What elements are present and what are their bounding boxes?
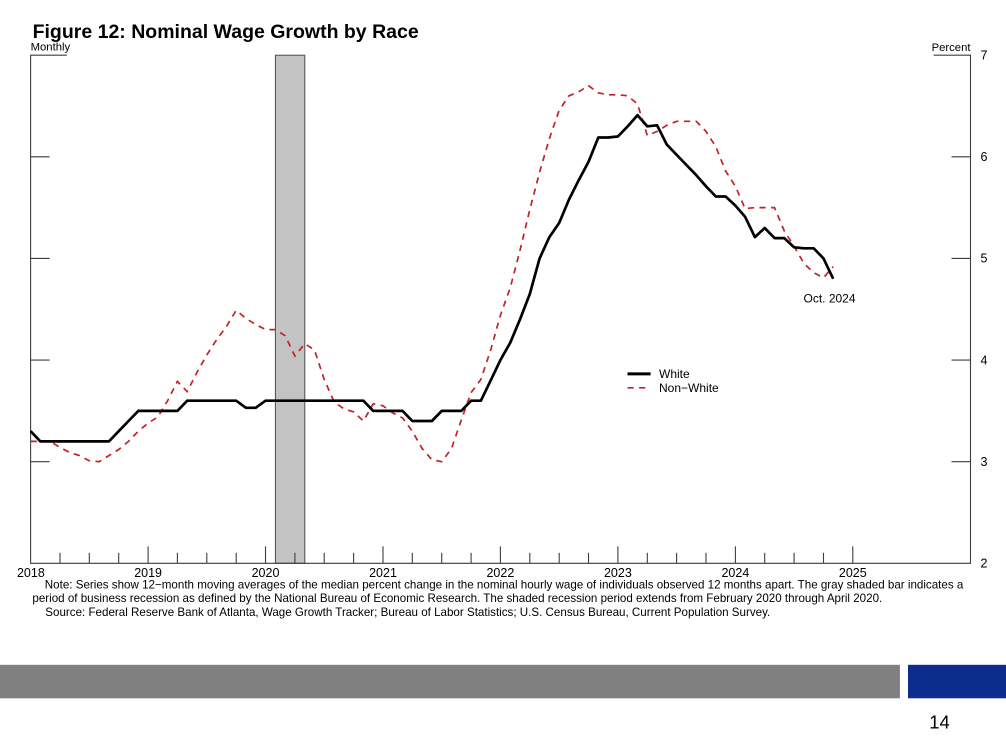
svg-text:2020: 2020 xyxy=(252,566,280,580)
svg-text:2021: 2021 xyxy=(369,566,397,580)
svg-text:2022: 2022 xyxy=(486,566,514,580)
svg-text:2: 2 xyxy=(981,557,988,571)
svg-text:White: White xyxy=(659,367,690,381)
svg-text:Non−White: Non−White xyxy=(659,381,719,395)
svg-text:Source: Federal Reserve Bank o: Source: Federal Reserve Bank of Atlanta,… xyxy=(45,606,770,619)
svg-text:2018: 2018 xyxy=(17,566,45,580)
svg-text:3: 3 xyxy=(981,455,988,469)
svg-text:period of business recession a: period of business recession as defined … xyxy=(32,592,882,605)
svg-text:Note: Series show 12−month mov: Note: Series show 12−month moving averag… xyxy=(45,579,964,592)
svg-text:2024: 2024 xyxy=(721,566,749,580)
svg-text:Figure 12: Nominal Wage Growth: Figure 12: Nominal Wage Growth by Race xyxy=(33,21,419,43)
svg-text:2019: 2019 xyxy=(134,566,162,580)
svg-text:7: 7 xyxy=(981,49,988,63)
svg-text:5: 5 xyxy=(981,252,988,266)
svg-text:6: 6 xyxy=(981,150,988,164)
svg-text:Percent: Percent xyxy=(932,42,972,54)
svg-text:4: 4 xyxy=(981,353,988,367)
svg-text:Oct. 2024: Oct. 2024 xyxy=(803,291,855,305)
svg-text:2023: 2023 xyxy=(604,566,632,580)
svg-text:14: 14 xyxy=(929,711,950,732)
svg-text:Monthly: Monthly xyxy=(31,41,71,53)
svg-text:2025: 2025 xyxy=(839,566,867,580)
